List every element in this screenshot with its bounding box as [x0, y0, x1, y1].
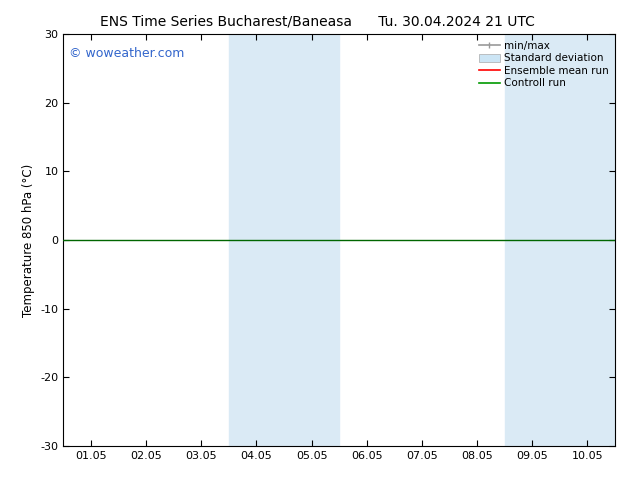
Legend: min/max, Standard deviation, Ensemble mean run, Controll run: min/max, Standard deviation, Ensemble me…	[475, 36, 613, 93]
Bar	[284, 34, 339, 446]
Bar	[229, 34, 284, 446]
Bar	[505, 34, 560, 446]
Text: ENS Time Series Bucharest/Baneasa      Tu. 30.04.2024 21 UTC: ENS Time Series Bucharest/Baneasa Tu. 30…	[100, 15, 534, 29]
Text: © woweather.com: © woweather.com	[69, 47, 184, 60]
Bar	[560, 34, 615, 446]
Y-axis label: Temperature 850 hPa (°C): Temperature 850 hPa (°C)	[22, 164, 35, 317]
